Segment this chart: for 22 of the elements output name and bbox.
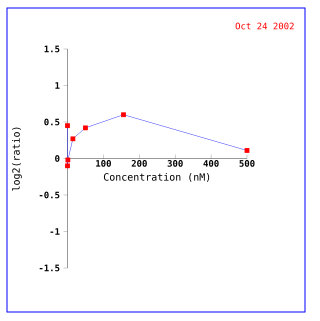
y-tick-label: 1.5 <box>44 46 60 52</box>
x-tick-label: 300 <box>168 160 183 167</box>
point <box>244 148 250 153</box>
y-axis-title: log2(ratio) <box>12 128 22 191</box>
point <box>65 163 70 168</box>
x-tick-label: 500 <box>240 160 255 167</box>
point <box>70 136 76 142</box>
y-tick-label: -0.5 <box>40 192 60 198</box>
text: Oct 24 2002 <box>236 22 294 30</box>
point <box>65 158 70 162</box>
x-tick-label: 100 <box>96 160 111 167</box>
y-tick-label: 0 <box>55 155 60 162</box>
x-tick-label: 200 <box>132 160 147 167</box>
y-tick-label: -1 <box>50 228 60 235</box>
x-tick-label: 400 <box>203 160 219 167</box>
y-tick-label: 1 <box>55 82 60 89</box>
x-axis-title: Concentration (nM) <box>104 173 210 182</box>
y-tick-label: -1.5 <box>40 264 60 272</box>
point <box>121 112 126 118</box>
point <box>65 123 70 128</box>
y-tick-label: 0.5 <box>44 118 60 126</box>
point <box>83 125 88 130</box>
